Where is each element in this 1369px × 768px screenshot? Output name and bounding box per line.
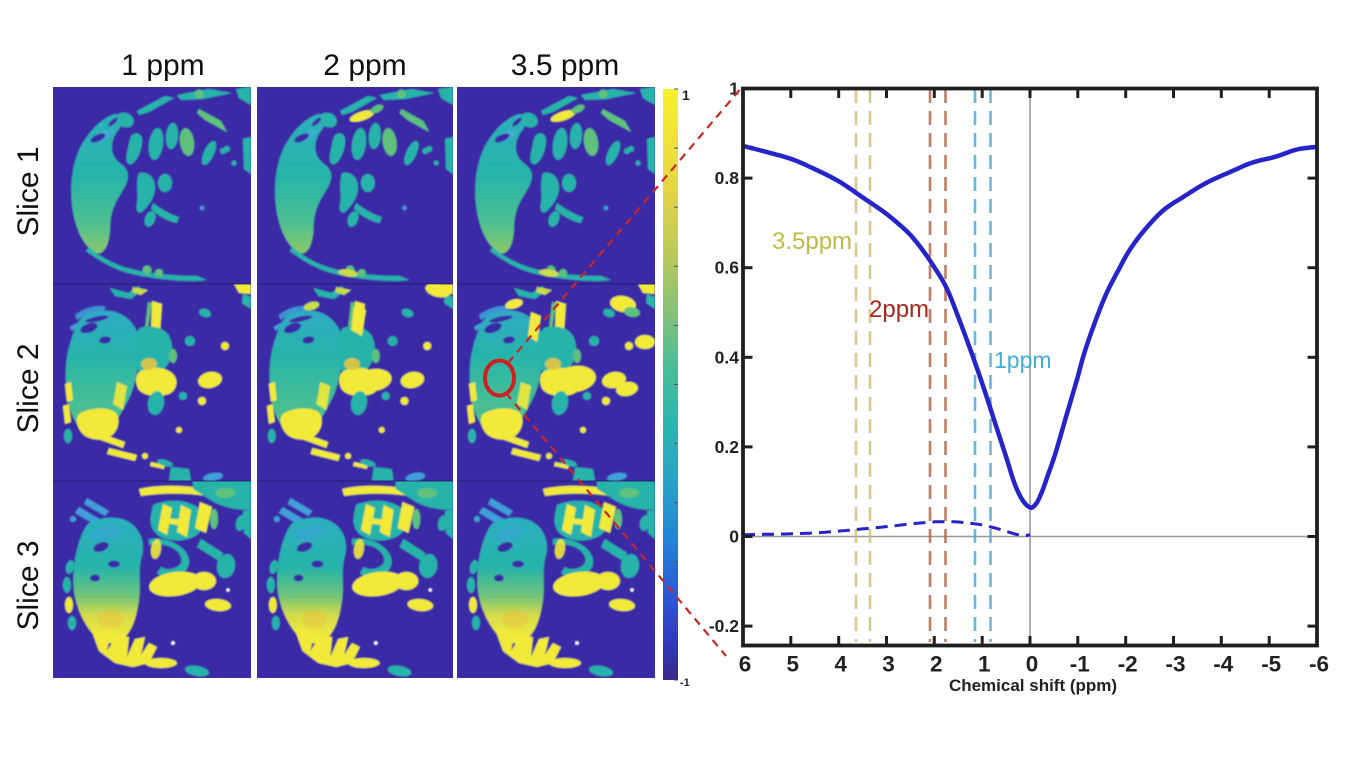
- svg-text:-1: -1: [680, 677, 690, 689]
- svg-text:0.6: 0.6: [715, 258, 740, 278]
- svg-text:Chemical shift (ppm): Chemical shift (ppm): [949, 676, 1117, 695]
- svg-text:1ppm: 1ppm: [994, 347, 1052, 373]
- svg-text:2 ppm: 2 ppm: [323, 49, 406, 82]
- svg-text:0.2: 0.2: [715, 437, 740, 457]
- svg-text:4: 4: [834, 652, 847, 677]
- svg-text:1: 1: [978, 652, 991, 677]
- svg-text:-3: -3: [1165, 652, 1185, 677]
- svg-text:2: 2: [930, 652, 943, 677]
- svg-text:-6: -6: [1309, 652, 1329, 677]
- svg-text:-0.2: -0.2: [709, 616, 739, 636]
- svg-text:3: 3: [882, 652, 895, 677]
- svg-text:1: 1: [682, 87, 690, 103]
- svg-text:-2: -2: [1118, 652, 1138, 677]
- svg-text:-5: -5: [1261, 652, 1281, 677]
- svg-text:0: 0: [729, 527, 739, 547]
- svg-text:Slice 3: Slice 3: [12, 540, 45, 630]
- svg-text:3.5ppm: 3.5ppm: [772, 228, 852, 255]
- svg-text:1 ppm: 1 ppm: [121, 49, 204, 82]
- svg-text:1: 1: [729, 79, 739, 99]
- svg-text:-1: -1: [1070, 652, 1090, 677]
- svg-text:6: 6: [739, 652, 752, 677]
- svg-text:Slice 2: Slice 2: [12, 343, 45, 433]
- svg-text:0.4: 0.4: [715, 347, 740, 367]
- svg-text:2ppm: 2ppm: [869, 296, 929, 323]
- svg-text:0: 0: [1026, 652, 1039, 677]
- svg-text:0.8: 0.8: [715, 168, 740, 188]
- svg-text:5: 5: [787, 652, 800, 677]
- svg-text:-4: -4: [1213, 652, 1233, 677]
- svg-text:Slice 1: Slice 1: [12, 146, 45, 236]
- svg-text:3.5 ppm: 3.5 ppm: [511, 49, 619, 82]
